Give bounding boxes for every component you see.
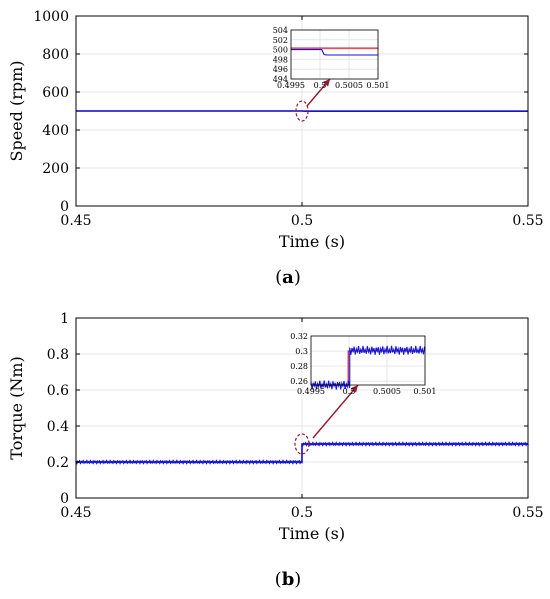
inset-x-tick-label: 0.5005 — [335, 81, 363, 90]
inset-y-tick-label: 0.3 — [295, 347, 308, 356]
y-tick-label: 0.2 — [47, 455, 69, 471]
x-axis-label: Time (s) — [279, 524, 345, 543]
inset-y-tick-label: 496 — [273, 65, 288, 74]
x-tick-label: 0.55 — [512, 505, 543, 521]
zoom-highlight-ellipse — [294, 433, 310, 455]
inset-y-tick-label: 494 — [273, 75, 288, 84]
inset-y-tick-label: 0.32 — [290, 332, 308, 341]
torque-panel: 0.45 0.5 0.55 0 0.2 0.4 0.6 0.8 1 Time (s) Torque … — [7, 311, 544, 590]
inset-measured-series — [310, 345, 426, 390]
y-tick-label: 400 — [42, 123, 69, 139]
inset-x-tick-label: 0.4995 — [277, 81, 305, 90]
y-tick-label: 0 — [60, 491, 69, 507]
inset-y-tick-label: 502 — [273, 36, 288, 45]
measured-series — [75, 441, 529, 465]
zoom-arrow-head — [322, 79, 330, 87]
zoom-inset: 0.4995 0.5 0.5005 0.501 0.26 0.28 0.3 0.32 — [290, 332, 436, 396]
zoom-highlight-ellipse — [295, 100, 309, 122]
x-tick-label: 0.55 — [512, 213, 543, 229]
y-tick-label: 0.6 — [47, 383, 69, 399]
inset-x-tick-label: 0.501 — [414, 387, 437, 396]
zoom-arrow — [312, 384, 359, 439]
y-tick-label: 800 — [42, 47, 69, 63]
panel-label: (b) — [275, 569, 302, 590]
inset-x-tick-label: 0.5 — [343, 387, 356, 396]
y-axis-label: Torque (Nm) — [7, 356, 26, 459]
y-axis-label: Speed (rpm) — [7, 60, 26, 161]
y-tick-label: 600 — [42, 85, 69, 101]
inset-y-tick-label: 504 — [273, 26, 288, 35]
inset-plot-area — [311, 336, 425, 385]
y-tick-label: 0 — [60, 199, 69, 215]
inset-x-tick-label: 0.4995 — [297, 387, 325, 396]
x-axis-label: Time (s) — [279, 232, 345, 251]
inset-y-tick-label: 0.26 — [290, 377, 308, 386]
y-tick-label: 0.4 — [47, 419, 69, 435]
x-tick-label: 0.5 — [291, 505, 313, 521]
x-tick-label: 0.5 — [291, 213, 313, 229]
y-tick-label: 1000 — [33, 9, 69, 25]
zoom-arrow-head — [350, 385, 358, 393]
inset-x-tick-label: 0.5005 — [373, 387, 401, 396]
inset-y-tick-label: 500 — [273, 46, 288, 55]
inset-x-tick-label: 0.501 — [367, 81, 390, 90]
inset-measured-series — [291, 49, 378, 56]
inset-frame — [290, 29, 379, 80]
inset-x-tick-label: 0.5 — [314, 81, 327, 90]
inset-frame — [310, 335, 426, 386]
inset-y-tick-label: 0.28 — [290, 362, 308, 371]
y-tick-label: 200 — [42, 161, 69, 177]
y-tick-label: 1 — [60, 311, 69, 327]
x-tick-label: 0.45 — [60, 505, 91, 521]
x-tick-label: 0.45 — [60, 213, 91, 229]
inset-y-tick-label: 498 — [273, 55, 288, 64]
speed-panel: 0.45 0.5 0.55 0 200 400 600 800 1000 Time (s) Spee… — [7, 9, 544, 288]
panel-label: (a) — [275, 267, 301, 288]
y-tick-label: 0.8 — [47, 347, 69, 363]
